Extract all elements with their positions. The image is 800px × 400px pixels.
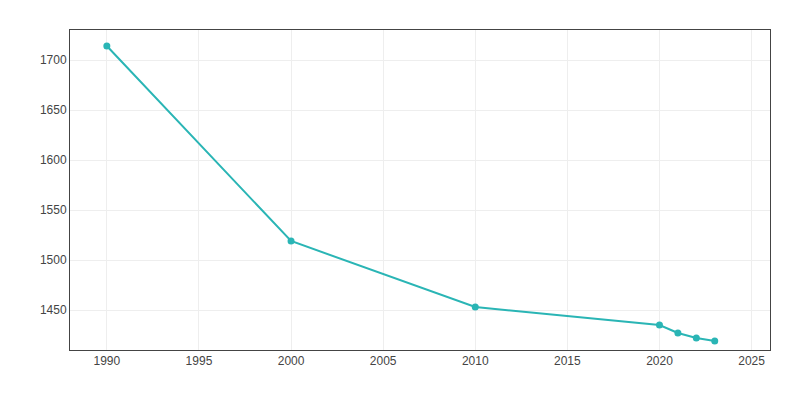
svg-text:2005: 2005 xyxy=(370,354,397,368)
svg-text:1650: 1650 xyxy=(40,103,67,117)
svg-text:1990: 1990 xyxy=(93,354,120,368)
svg-text:1700: 1700 xyxy=(40,53,67,67)
svg-text:2010: 2010 xyxy=(462,354,489,368)
svg-text:1600: 1600 xyxy=(40,153,67,167)
svg-text:2000: 2000 xyxy=(278,354,305,368)
svg-text:2025: 2025 xyxy=(738,354,765,368)
svg-text:1450: 1450 xyxy=(40,303,67,317)
svg-text:1500: 1500 xyxy=(40,253,67,267)
svg-text:2015: 2015 xyxy=(554,354,581,368)
svg-text:1550: 1550 xyxy=(40,203,67,217)
svg-text:1995: 1995 xyxy=(186,354,213,368)
svg-text:2020: 2020 xyxy=(646,354,673,368)
